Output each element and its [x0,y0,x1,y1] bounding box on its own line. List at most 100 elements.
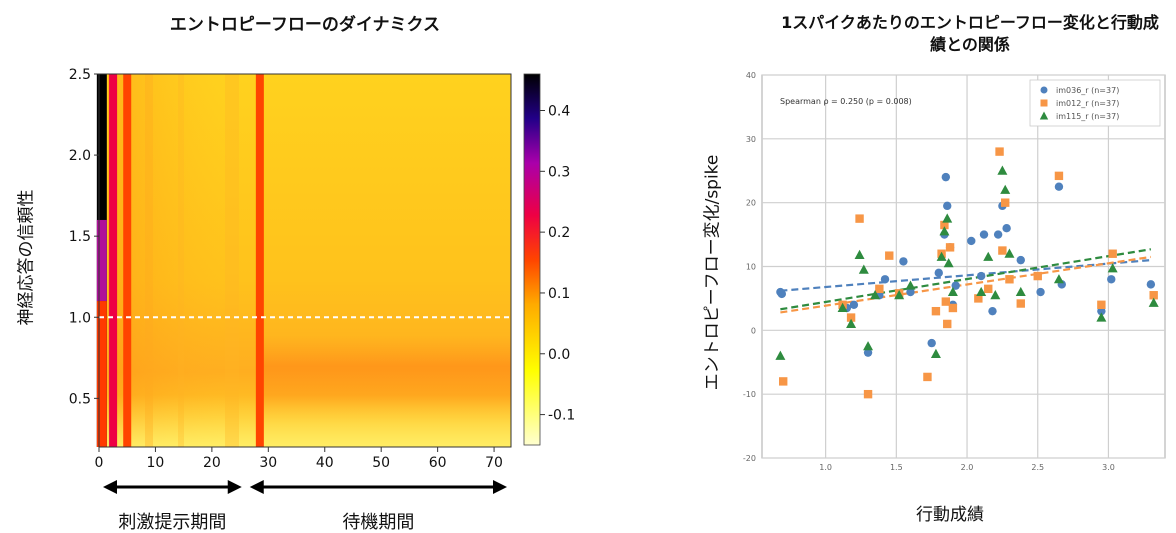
data-point [942,213,953,223]
data-point [849,300,859,309]
x-tick-label: 40 [316,455,334,471]
data-point [943,201,952,211]
heatmap-y-ticks: 0.5 1.0 1.5 2.0 2.5 [69,67,99,407]
colorbar-tick-label: -0.1 [548,408,575,424]
period-arrows: 刺激提示期間 待機期間 [103,480,507,533]
period-label: 待機期間 [342,512,414,533]
data-point [941,297,951,306]
scatter-ticks: 1.0 1.5 2.0 2.5 3.0 40 30 20 10 0 -10 -20 [743,71,1115,472]
data-point [779,377,788,386]
colorbar-ticks: 0.4 0.3 0.2 0.1 0.0 -0.1 [540,103,575,424]
y-tick-label: 0.5 [69,391,91,407]
period-label: 刺激提示期間 [118,512,226,533]
data-point [974,294,983,303]
legend-marker [1040,99,1048,107]
data-point [995,147,1004,156]
y-tick-label: 2.0 [69,148,91,164]
data-point [1016,299,1025,308]
data-point [1002,224,1011,233]
colorbar [523,73,541,446]
legend-label: im115_r (n=37) [1056,112,1119,121]
heatmap-column [109,74,118,447]
heatmap-column [123,74,132,447]
heatmap-faint-column [178,74,184,447]
data-point [1097,300,1106,309]
data-point [846,313,856,322]
x-tick-label: 50 [372,455,390,471]
heatmap-faint-column [225,74,239,447]
data-point [854,249,865,260]
y-tick-label: 20 [746,199,756,208]
y-tick-label: -10 [743,390,756,399]
colorbar-tick-label: 0.1 [548,286,570,302]
x-tick-label: 70 [485,455,503,471]
heatmap-columns [96,74,264,447]
data-point [1005,275,1014,284]
arrow-head-left [249,480,264,494]
x-tick-label: 10 [147,455,165,471]
data-point [906,287,915,297]
data-point [777,289,786,299]
heatmap-column [255,74,264,447]
x-tick-label: 0 [95,455,104,471]
data-point [934,268,943,278]
data-point [885,251,894,260]
data-point [979,230,989,239]
heatmap-chart: 0 10 20 30 40 50 60 70 0.51.01.52.02.5 0.40.30.… [69,67,576,533]
data-point [941,172,951,182]
data-point [967,236,976,246]
data-point [1149,291,1158,300]
data-point [1015,286,1026,297]
heatmap-faint-column [145,74,153,447]
legend-label: im036_r (n=37) [1056,86,1119,95]
data-point [858,264,869,274]
data-point [1054,182,1064,191]
data-point [1036,287,1045,297]
arrow-head-left [103,480,117,494]
data-point [930,348,941,358]
scatter-title: 1スパイクあたりのエントロピーフロー変化と行動成績との関係 [781,13,1159,54]
data-point [1016,255,1025,265]
data-point [976,271,986,281]
data-point [948,303,958,313]
data-point [943,258,954,268]
data-point [923,372,932,382]
colorbar-tick-label: 0.3 [548,164,570,180]
data-point [947,286,958,297]
legend-box [1029,79,1161,127]
heatmap-bottom-fade [99,395,511,447]
heatmap-x-ticks: 0 10 20 30 40 50 60 70 [95,447,503,471]
scatter-grid [762,74,1165,459]
legend: im036_r (n=37) im012_r (n=37) im115_r (n=3… [1029,79,1161,127]
data-point [880,275,890,284]
data-point [837,302,848,312]
x-tick-label: 2.5 [1031,463,1044,472]
data-point [1001,198,1010,207]
data-point [927,338,936,348]
data-point [940,220,949,230]
data-point [931,306,941,316]
y-tick-label: 1.5 [69,229,91,245]
data-point [1033,271,1042,281]
data-point [1146,280,1156,289]
data-point [983,251,994,261]
data-point [855,214,864,223]
data-point [1107,275,1116,284]
heatmap-title: エントロピーフローのダイナミクス [169,15,441,35]
data-point [936,251,947,261]
arrow-head-right [493,480,507,494]
x-tick-label: 1.0 [819,463,832,472]
data-point [939,226,950,236]
data-point [875,284,884,294]
data-point [1000,184,1011,194]
data-point [993,230,1003,239]
legend-marker [1039,111,1049,120]
data-point [1096,312,1107,322]
y-tick-label: 0 [751,326,756,335]
legend-label: im012_r (n=37) [1056,99,1119,108]
data-point [945,243,955,252]
data-point [943,319,952,329]
data-point [863,341,874,351]
x-tick-label: 30 [259,455,277,471]
colorbar-tick-label: 0.0 [548,347,570,363]
